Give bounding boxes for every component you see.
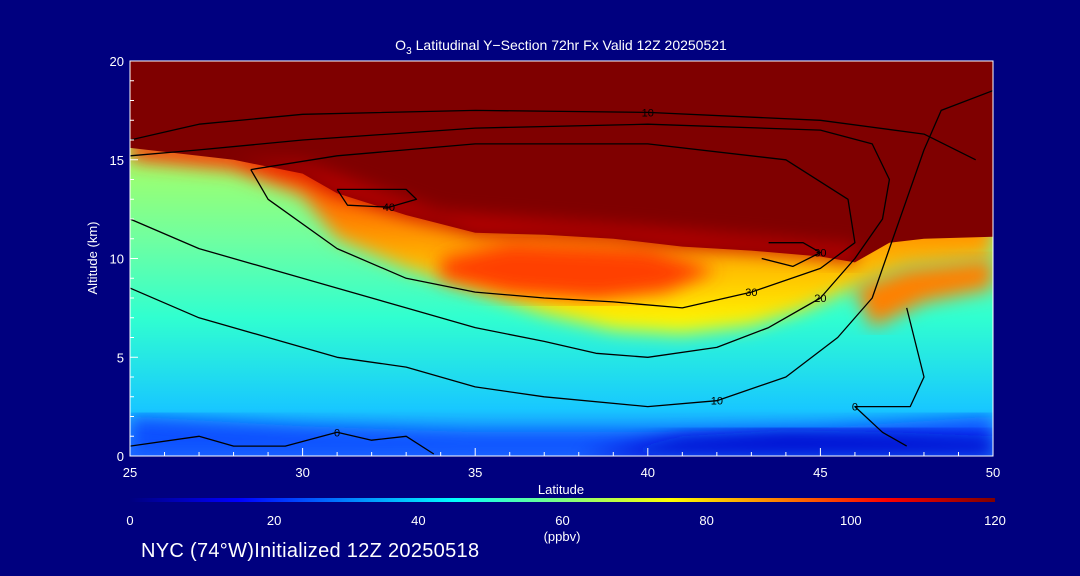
contour-label: 0: [852, 402, 858, 414]
x-tick-label: 30: [295, 465, 309, 480]
colorbar-tick-label: 60: [555, 513, 569, 528]
x-axis-label: Latitude: [538, 482, 584, 497]
ozone-field: [130, 61, 993, 456]
contour-label: 20: [814, 293, 826, 305]
contour-label: 10: [711, 396, 723, 408]
colorbar: [130, 498, 995, 502]
colorbar-tick-label: 40: [411, 513, 425, 528]
contour-label: 30: [745, 287, 757, 299]
y-axis-label: Altitude (km): [85, 222, 100, 295]
footer-station: NYC (74°W): [141, 540, 255, 562]
field-orange-core: [440, 242, 717, 300]
contour-line-30: [761, 242, 822, 268]
contour-line-10: [130, 89, 993, 408]
title-subscript: 3: [406, 46, 412, 57]
y-tick-label: 10: [110, 252, 124, 267]
contour-line-30: [250, 143, 856, 309]
contour-line-10: [130, 109, 976, 161]
field-stratosphere: [130, 61, 993, 263]
footer-initialized: Initialized 12Z 20250518: [254, 540, 480, 562]
contour-line-40: [336, 188, 418, 208]
contour-label: 10: [642, 107, 654, 119]
field-tropopause-edge: [233, 159, 855, 263]
y-tick-label: 0: [117, 449, 124, 464]
colorbar-tick-label: 20: [267, 513, 281, 528]
y-axis-ticks: 0 5 10 15 20: [110, 54, 138, 464]
x-tick-label: 40: [641, 465, 655, 480]
contour-lines: 0 0 10 10 20 30 30 40: [130, 89, 993, 455]
colorbar-tick-label: 120: [984, 513, 1006, 528]
contour-line-20: [130, 123, 891, 358]
title-species: O: [395, 37, 406, 53]
y-tick-label: 20: [110, 54, 124, 69]
x-tick-label: 50: [986, 465, 1000, 480]
chart-title: O3 Latitudinal Y−Section 72hr Fx Valid 12…: [395, 37, 727, 57]
colorbar-unit-label: (ppbv): [544, 529, 581, 544]
x-axis-ticks: 25 30 35 40 45 50: [123, 448, 1000, 480]
colorbar-tick-label: 100: [840, 513, 862, 528]
contour-line-0: [130, 431, 435, 455]
x-tick-label: 25: [123, 465, 137, 480]
field-east-warm: [854, 258, 993, 328]
contour-line-0: [854, 307, 925, 447]
title-text: Latitudinal Y−Section 72hr Fx Valid 12Z …: [416, 37, 727, 53]
contour-label: 30: [814, 248, 826, 260]
y-tick-label: 5: [117, 350, 124, 365]
contour-label: 0: [334, 427, 340, 439]
colorbar-tick-label: 0: [126, 513, 133, 528]
x-tick-label: 45: [813, 465, 827, 480]
footer-caption: NYC (74°W)Initialized 12Z 20250518: [141, 540, 479, 563]
colorbar-tick-label: 80: [699, 513, 713, 528]
x-tick-label: 35: [468, 465, 482, 480]
colorbar-ticks: 0 20 40 60 80 100 120: [126, 513, 1005, 528]
y-tick-label: 15: [110, 153, 124, 168]
contour-label: 40: [383, 202, 395, 214]
